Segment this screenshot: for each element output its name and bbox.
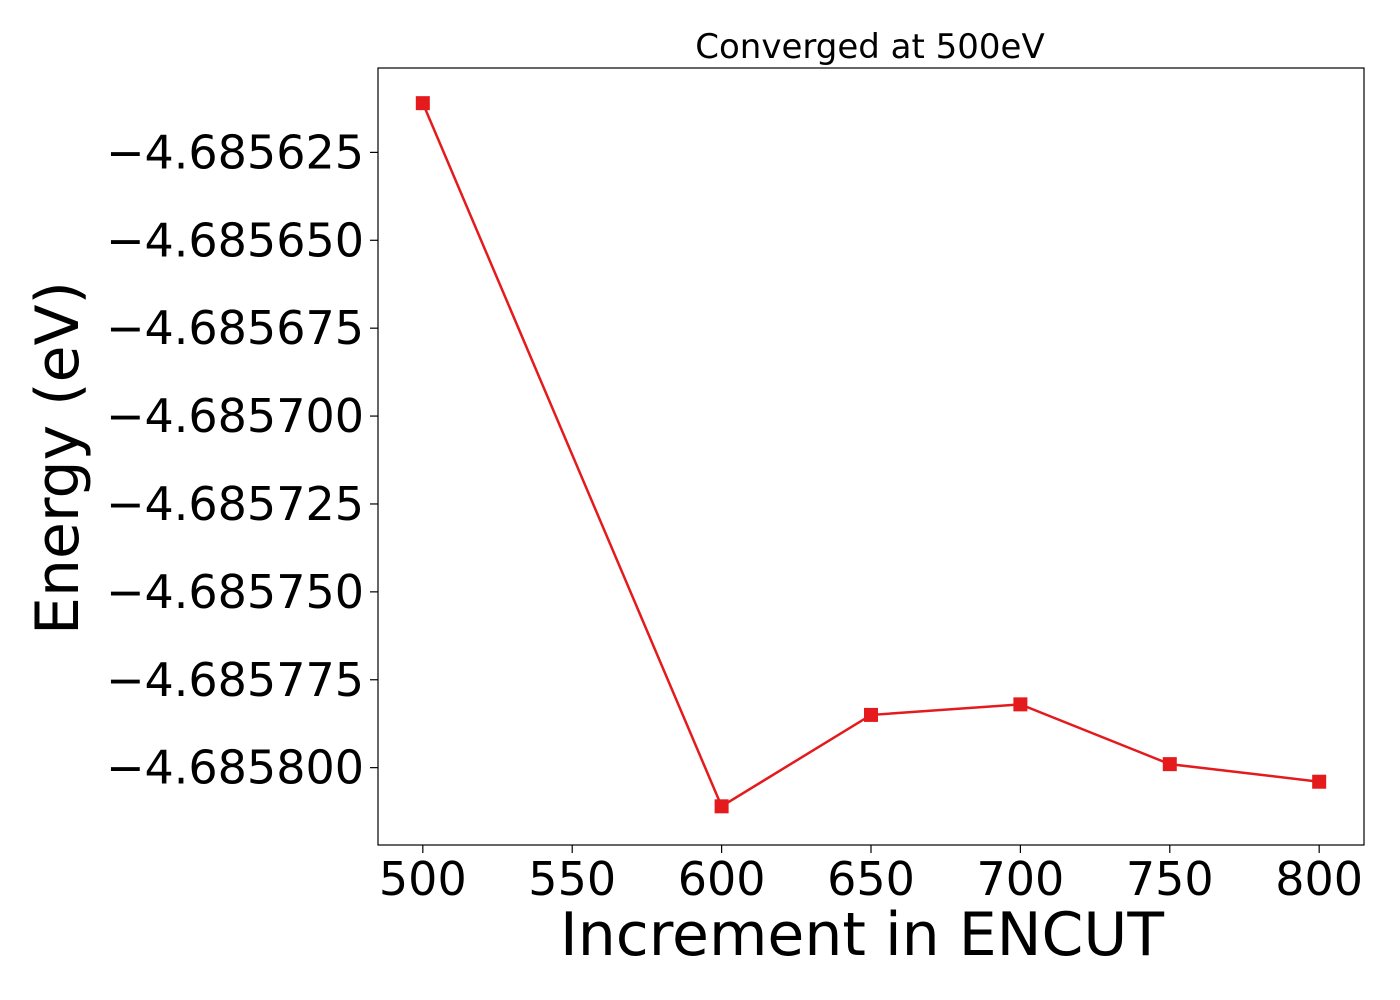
data-point-marker: [1162, 757, 1177, 772]
data-point-marker: [864, 707, 878, 722]
data-point-marker: [1013, 697, 1028, 712]
y-tick-label: −4.685725: [106, 477, 364, 531]
x-tick-label: 550: [528, 852, 616, 906]
series-line: [421, 102, 1320, 809]
x-tick-label: 600: [678, 852, 766, 906]
data-point-marker: [714, 799, 729, 814]
x-tick-label: 700: [976, 852, 1064, 906]
x-axis-title: Increment in ENCUT: [560, 900, 1164, 970]
y-tick-label: −4.685700: [106, 389, 364, 443]
y-tick-label: −4.685650: [106, 213, 364, 267]
y-tick-label: −4.685800: [106, 741, 364, 795]
x-tick-label: 800: [1275, 852, 1363, 906]
plot-frame: [377, 67, 1365, 846]
y-tick-label: −4.685775: [106, 653, 364, 707]
y-tick-label: −4.685750: [106, 565, 364, 619]
data-point-marker: [415, 96, 430, 111]
y-tick-label: −4.685675: [106, 301, 364, 355]
data-point-marker: [1312, 774, 1327, 789]
x-tick-label: 750: [1126, 852, 1214, 906]
x-tick-label: 650: [827, 852, 915, 906]
y-tick-label: −4.685625: [106, 125, 364, 179]
x-tick-label: 500: [379, 852, 467, 906]
y-axis-title: Energy (eV): [23, 281, 93, 635]
chart-title: Converged at 500eV: [695, 27, 1044, 67]
